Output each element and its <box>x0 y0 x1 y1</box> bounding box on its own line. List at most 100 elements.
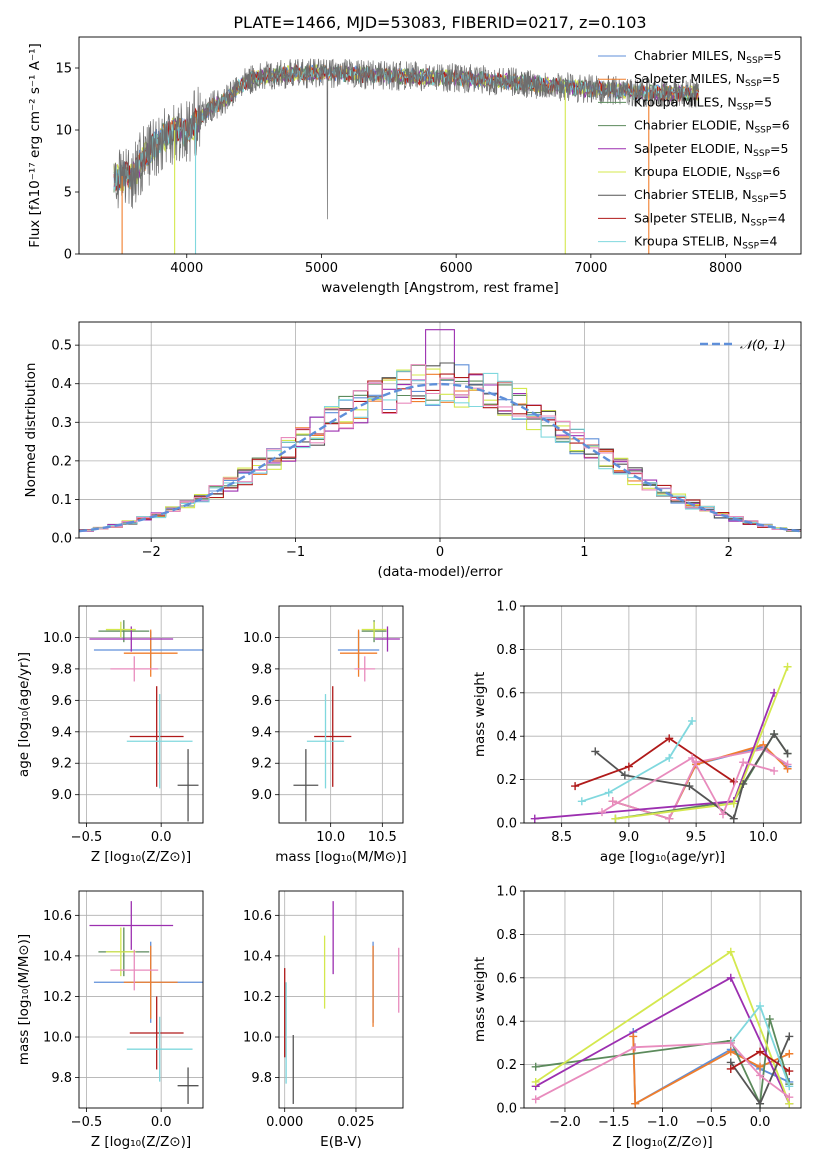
spectrum-panel: 4000 5000 6000 7000 8000 0 5 10 15 wavelength [An… <box>27 36 802 296</box>
y-tick-label: 10.6 <box>43 909 72 924</box>
weight-point-marker <box>608 797 617 806</box>
y-tick-label: 10.4 <box>43 949 72 964</box>
legend-entry: Kroupa MILES, NSSP=5 <box>634 94 772 112</box>
weight-point-marker <box>756 1099 765 1108</box>
weight-point-marker <box>726 1047 735 1056</box>
y-tick-label: 0.3 <box>51 416 72 431</box>
x-tick-label: 10.0 <box>749 830 778 845</box>
legend-entry: Kroupa STELIB, NSSP=4 <box>634 234 778 252</box>
weight-point-marker <box>726 973 735 982</box>
x-axis-label: wavelength [Angstrom, rest frame] <box>321 280 559 296</box>
y-tick-label: 1.0 <box>496 600 517 615</box>
weight-point-marker <box>688 717 697 726</box>
weight-point-marker <box>783 760 792 769</box>
y-tick-label: 0.4 <box>51 377 72 392</box>
weight-point-marker <box>531 1062 540 1071</box>
weight-point-marker <box>770 730 779 739</box>
age-vs-mass-panel: 10.0 10.5 9.0 9.2 9.4 9.6 9.8 10.0 mass [log₁₀(M… <box>243 605 407 865</box>
weight-point-marker <box>726 1038 735 1047</box>
y-tick-label: 15 <box>55 62 72 77</box>
weight-point-marker <box>785 1093 794 1102</box>
y-tick-label: 9.8 <box>251 1071 272 1086</box>
y-axis-label: Flux [fλ10⁻¹⁷ erg cm⁻² s⁻¹ A⁻¹] <box>27 43 43 248</box>
weight-point-marker <box>785 1082 794 1091</box>
x-axis-label: Z [log₁₀(Z/Z⊙)] <box>612 1134 712 1150</box>
x-tick-label: 9.5 <box>686 830 707 845</box>
x-tick-label: −0.5 <box>71 830 103 845</box>
weight-point-marker <box>611 814 620 823</box>
x-tick-label: −2 <box>142 545 161 560</box>
y-tick-label: 9.2 <box>51 757 72 772</box>
y-tick-label: 10.0 <box>43 631 72 646</box>
y-tick-label: 10.2 <box>243 990 272 1005</box>
axes-frame <box>78 890 204 1109</box>
mass-vs-ebv-panel: 0.000 0.025 9.8 10.0 10.2 10.4 10.6 E(B-V) <box>243 890 404 1150</box>
y-tick-label: 10.4 <box>243 949 272 964</box>
plot-area <box>89 901 203 1104</box>
x-axis-label: E(B-V) <box>320 1134 362 1150</box>
weight-point-marker <box>783 749 792 758</box>
y-tick-label: 0.5 <box>51 339 72 354</box>
gaussian-reference-curve <box>79 382 801 533</box>
plot-area <box>293 620 400 822</box>
y-tick-label: 0.6 <box>496 686 517 701</box>
legend-entry: Salpeter MILES, NSSP=5 <box>634 71 780 89</box>
x-tick-label: 0.0 <box>151 1115 172 1130</box>
y-tick-label: 1.0 <box>496 885 517 900</box>
y-tick-label: 10.0 <box>243 631 272 646</box>
x-tick-label: 8000 <box>709 261 742 276</box>
weight-point-marker <box>765 1015 774 1024</box>
y-tick-label: 0.8 <box>496 643 517 658</box>
x-tick-label: 9.0 <box>619 830 640 845</box>
x-tick-label: −0.5 <box>71 1115 103 1130</box>
y-tick-label: 0 <box>64 248 72 263</box>
x-tick-label: 0.000 <box>266 1115 303 1130</box>
weight-point-marker <box>620 771 629 780</box>
y-tick-label: 0.1 <box>51 493 72 508</box>
weight-point-marker <box>665 753 674 762</box>
y-tick-label: 9.2 <box>251 757 272 772</box>
weight-point-marker <box>665 814 674 823</box>
weight-point-marker <box>688 753 697 762</box>
y-tick-label: 9.8 <box>251 662 272 677</box>
x-axis-label: (data-model)/error <box>377 564 503 580</box>
weight-point-marker <box>571 782 580 791</box>
mass-weight-vs-z-panel: −2.0 −1.5 −1.0 −0.5 0.0 0.0 0.2 0.4 0.6 0.8 1.0 Z [… <box>472 885 802 1150</box>
weight-point-marker <box>629 1032 638 1041</box>
x-tick-label: 5000 <box>305 261 338 276</box>
weight-point-marker <box>597 808 606 817</box>
x-tick-label: 7000 <box>574 261 607 276</box>
weight-point-marker <box>726 947 735 956</box>
y-tick-label: 9.8 <box>51 662 72 677</box>
legend-entry: Chabrier ELODIE, NSSP=6 <box>634 118 790 136</box>
y-tick-label: 0.6 <box>496 971 517 986</box>
legend-entry: Salpeter STELIB, NSSP=4 <box>634 210 786 228</box>
y-tick-label: 0.4 <box>496 730 517 745</box>
y-tick-label: 0.0 <box>496 1102 517 1117</box>
x-axis-label: age [log₁₀(age/yr)] <box>600 849 725 865</box>
weight-point-marker <box>577 797 586 806</box>
figure-title: PLATE=1466, MJD=53083, FIBERID=0217, z=0… <box>233 13 646 32</box>
weight-point-marker <box>785 1032 794 1041</box>
x-tick-label: 0 <box>436 545 444 560</box>
x-tick-label: 4000 <box>170 261 203 276</box>
x-tick-label: 10.5 <box>368 830 397 845</box>
legend-entry: 𝒩(0, 1) <box>740 337 786 352</box>
y-tick-label: 10.0 <box>243 1031 272 1046</box>
x-tick-label: −2.0 <box>549 1115 581 1130</box>
mass-weight-vs-age-panel: 8.5 9.0 9.5 10.0 0.0 0.2 0.4 0.6 0.8 1.0 age [log₁… <box>472 600 802 865</box>
x-tick-label: 8.5 <box>551 830 572 845</box>
mass-vs-z-panel: −0.5 0.0 9.8 10.0 10.2 10.4 10.6 Z [log₁₀(Z/Z⊙)… <box>16 890 204 1150</box>
weight-series-line <box>574 737 735 787</box>
y-tick-label: 0.2 <box>496 773 517 788</box>
y-tick-label: 5 <box>64 186 72 201</box>
plot-area <box>531 947 794 1108</box>
weight-point-marker <box>756 1047 765 1056</box>
y-tick-label: 0.8 <box>496 928 517 943</box>
x-tick-label: −0.5 <box>695 1115 727 1130</box>
plot-area <box>284 901 400 1104</box>
x-axis-label: Z [log₁₀(Z/Z⊙)] <box>91 1134 191 1150</box>
axes-frame <box>78 36 802 255</box>
weight-point-marker <box>530 814 539 823</box>
